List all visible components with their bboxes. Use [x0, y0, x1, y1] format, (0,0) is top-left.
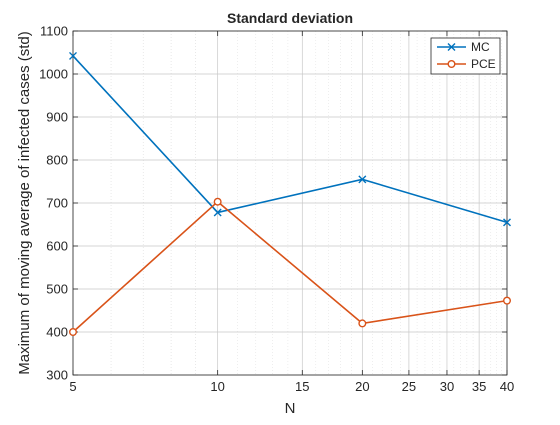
y-tick-labels: 300 400 500 600 700 800 900 1000 1100	[39, 24, 68, 383]
x-tick-label: 15	[295, 379, 309, 394]
chart-title: Standard deviation	[227, 10, 353, 26]
y-tick-label: 900	[46, 110, 68, 125]
series-layer	[68, 51, 512, 337]
y-tick-label: 400	[46, 325, 68, 340]
x-tick-label: 20	[355, 379, 369, 394]
x-tick-label: 40	[500, 379, 514, 394]
data-point-pce	[358, 319, 367, 328]
y-tick-label: 800	[46, 153, 68, 168]
legend-marker-mc	[447, 43, 456, 51]
data-point-mc	[503, 218, 511, 227]
x-tick-label: 30	[440, 379, 454, 394]
y-tick-label: 1100	[40, 24, 68, 39]
legend-marker-symbol	[447, 60, 456, 69]
y-tick-label: 600	[46, 239, 68, 254]
data-point-pce	[213, 197, 222, 206]
y-tick-label: 300	[46, 368, 68, 383]
x-tick-label: 35	[472, 379, 486, 394]
y-tick-label: 1000	[39, 67, 68, 82]
series-line-mc	[72, 55, 508, 224]
x-tick-label: 10	[210, 379, 224, 394]
x-axis-label: N	[285, 400, 296, 417]
legend-marker-pce	[447, 60, 456, 69]
series-mc	[69, 51, 511, 227]
data-point-mc	[213, 208, 222, 217]
data-point-mc	[358, 175, 367, 184]
series-line-pce	[72, 200, 508, 333]
legend-box	[430, 37, 501, 75]
legend-marker-symbol	[447, 43, 456, 51]
x-tick-label: 5	[69, 379, 76, 394]
legend-label-pce: PCE	[471, 57, 496, 71]
data-point-pce	[503, 296, 512, 305]
y-tick-label: 500	[46, 282, 68, 297]
x-tick-labels: 5 10 15 20 25 30 35 40	[69, 379, 514, 394]
y-tick-label: 700	[46, 196, 68, 211]
data-point-mc	[69, 51, 77, 60]
axis-ticks	[72, 30, 508, 376]
x-tick-label: 25	[402, 379, 416, 394]
y-axis-label: Maximum of moving average of infected ca…	[16, 31, 33, 374]
data-point-pce	[68, 328, 77, 337]
legend: MC PCE	[430, 37, 501, 75]
series-pce	[68, 197, 512, 337]
legend-label-mc: MC	[471, 40, 490, 54]
